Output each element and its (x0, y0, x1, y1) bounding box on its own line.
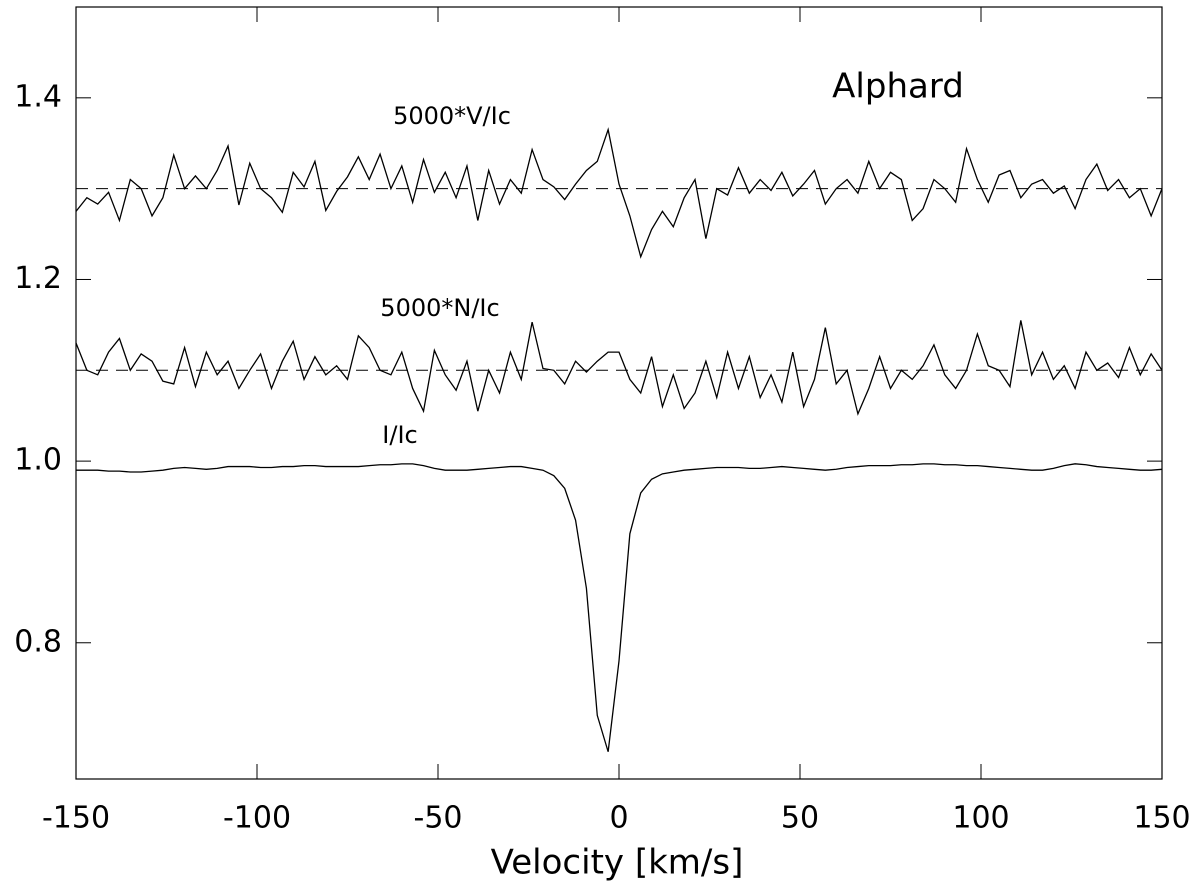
series-line (75, 127, 1163, 259)
chart-title: Alphard (832, 67, 964, 107)
x-tick-label: -50 (414, 801, 463, 836)
x-tick-label: 150 (1133, 801, 1190, 836)
series-line (75, 320, 1163, 416)
x-tick-label: 50 (781, 801, 819, 836)
series-label: I/Ic (382, 421, 417, 449)
y-tick-label: 1.2 (14, 261, 62, 296)
x-tick-label: -150 (42, 801, 110, 836)
x-tick-label: 100 (952, 801, 1009, 836)
x-tick-label: 0 (609, 801, 628, 836)
x-tick-label: -100 (223, 801, 291, 836)
y-tick-label: 1.0 (14, 443, 62, 478)
y-tick-label: 0.8 (14, 624, 62, 659)
x-axis-label: Velocity [km/s] (491, 843, 744, 883)
series-line (76, 463, 1163, 752)
y-tick-label: 1.4 (14, 79, 62, 114)
series-label: 5000*N/Ic (380, 294, 499, 322)
series-label: 5000*V/Ic (393, 102, 511, 130)
